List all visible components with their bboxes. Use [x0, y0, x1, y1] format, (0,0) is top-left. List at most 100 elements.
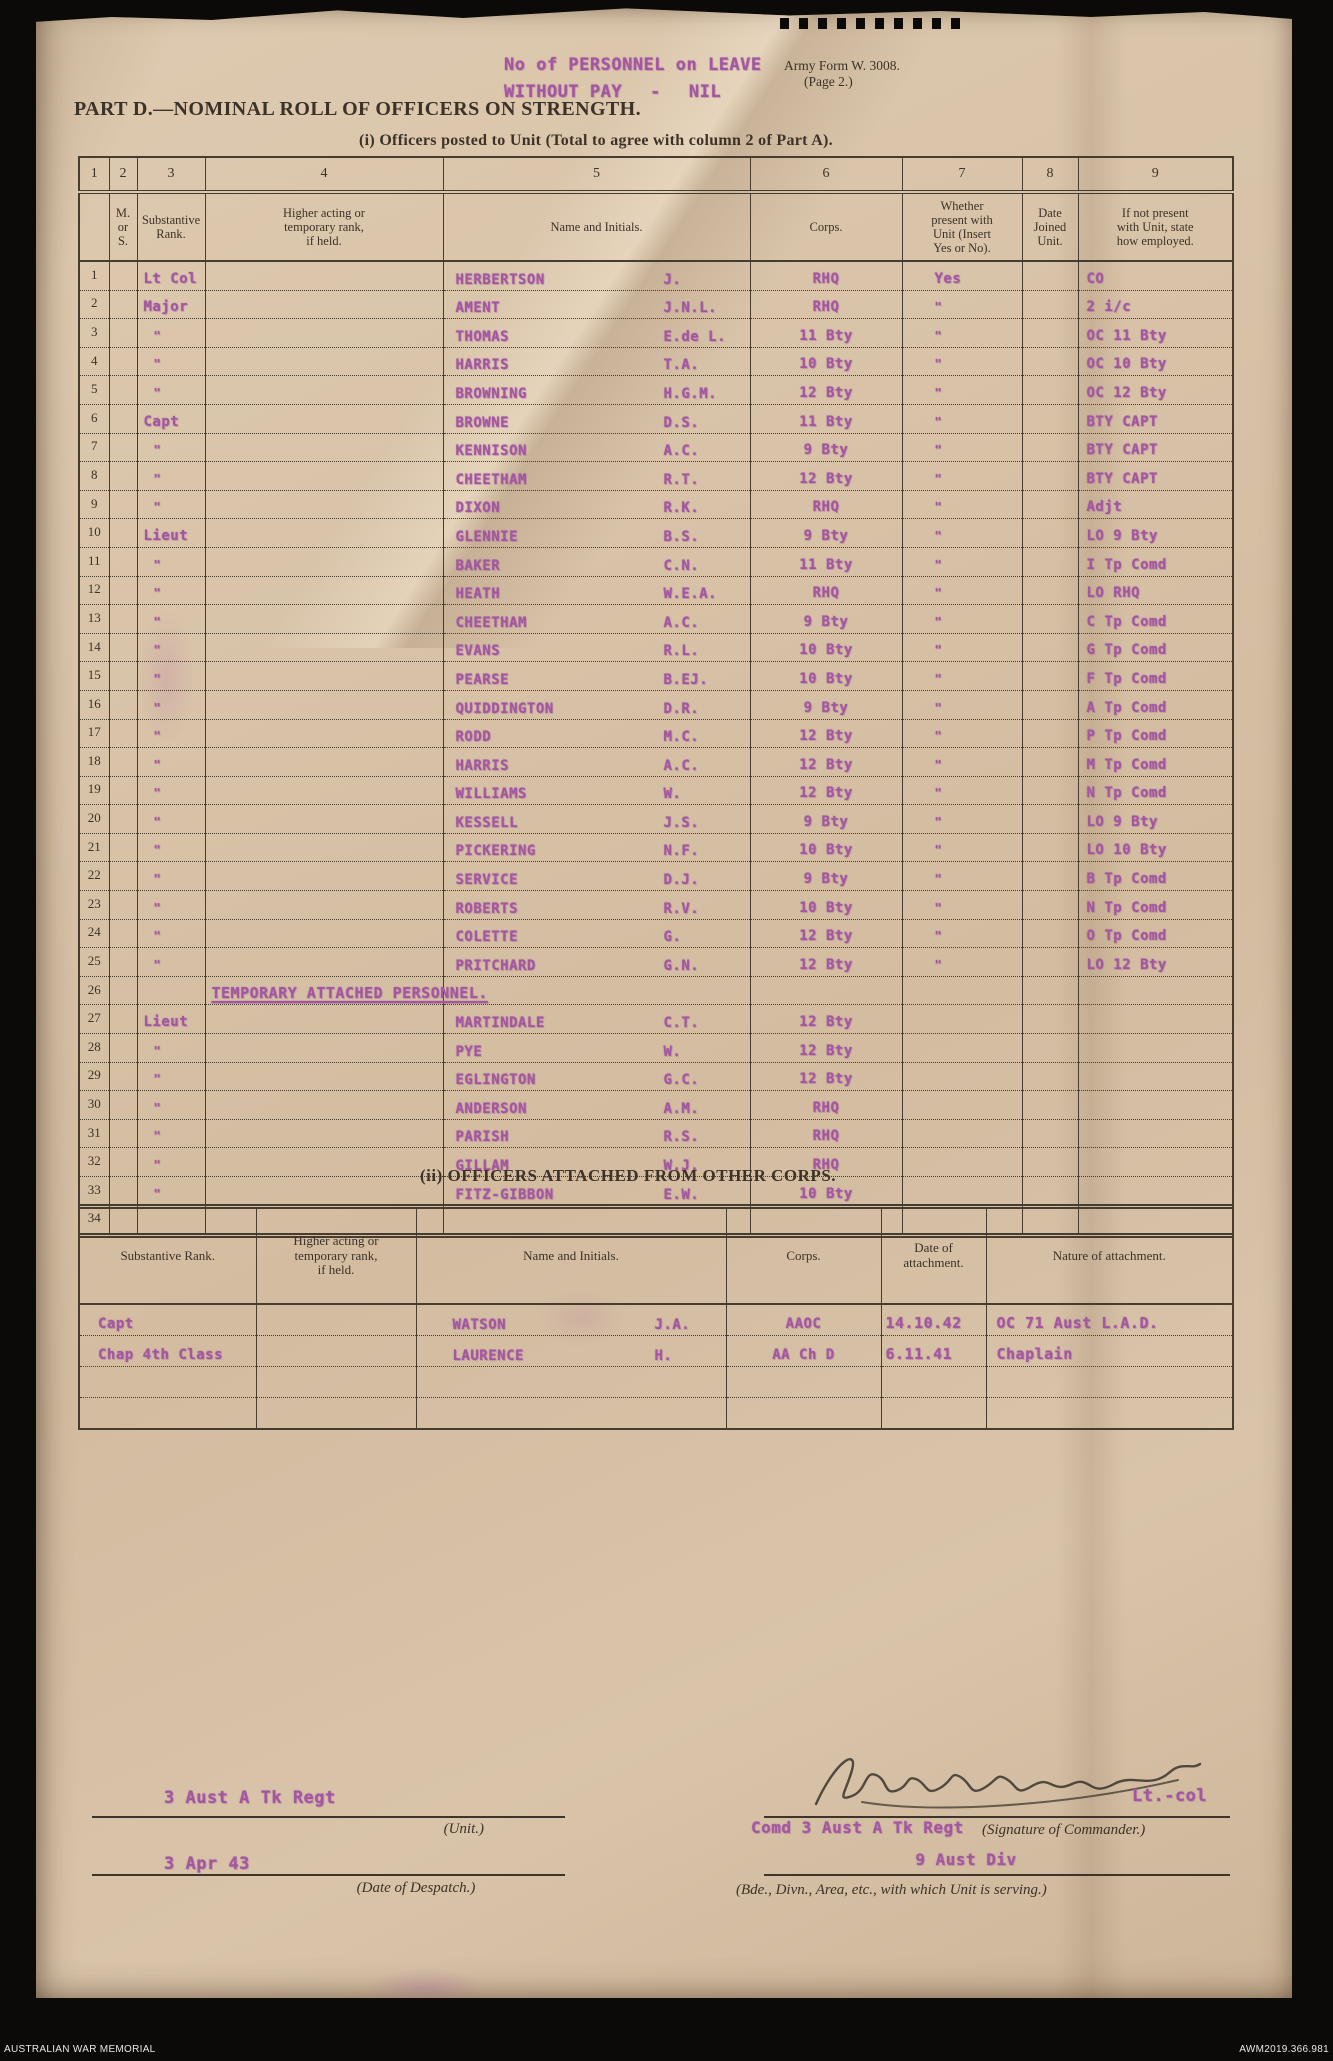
- cell-corps: 9 Bty: [749, 690, 903, 720]
- attached-row: Capt WATSON J.A. AAOC 14.10.42 OC 71 Aust L.A…: [78, 1304, 1234, 1336]
- stamped-value: ": [153, 614, 162, 629]
- cell-how-employed: [1077, 1090, 1234, 1120]
- cell-corps: 12 Bty: [749, 461, 903, 491]
- cell-corps: 9 Bty: [749, 518, 903, 548]
- cell-acting-rank: [204, 461, 444, 491]
- cell-m-or-s: [108, 1062, 138, 1092]
- cell-corps: 11 Bty: [749, 318, 903, 348]
- cell-how-employed: OC 11 Bty: [1077, 318, 1234, 348]
- cell-acting-rank: [204, 633, 444, 663]
- cell-present: ": [901, 747, 1023, 777]
- section-i-subtitle: (i) Officers posted to Unit (Total to ag…: [359, 132, 833, 149]
- stamped-value: ": [934, 586, 943, 601]
- stamped-value: 11 Bty: [799, 327, 853, 344]
- stamped-value: OC 10 Bty: [1086, 356, 1167, 373]
- cell-name-initials: [415, 1366, 727, 1398]
- cell-corps: 9 Bty: [749, 804, 903, 834]
- column-number: 1: [78, 157, 110, 194]
- stamped-value: J.A.: [654, 1317, 691, 1333]
- stamped-value: GLENNIE: [455, 528, 519, 545]
- unit-label: (Unit.): [443, 1821, 484, 1837]
- cell-nature-attachment: OC 71 Aust L.A.D.: [985, 1304, 1234, 1336]
- stamped-value: 10 Bty: [799, 356, 853, 373]
- cell-substantive-rank: ": [136, 576, 206, 606]
- cell-name-initials: PARISH R.S.: [442, 1119, 751, 1149]
- stamped-value: OC 12 Bty: [1086, 384, 1167, 401]
- stamped-value: ": [153, 443, 162, 458]
- roll-row: 7 " KENNISON A.C. 9 Bty " BTY CAPT: [78, 433, 1234, 463]
- stamped-value: F Tp Comd: [1086, 670, 1167, 687]
- cell-m-or-s: [108, 433, 138, 463]
- stamped-value: Capt: [143, 413, 180, 430]
- cell-name-initials: LAURENCE H.: [415, 1335, 727, 1367]
- cell-name-initials: CHEETHAM A.C.: [442, 604, 751, 634]
- cell-corps: RHQ: [749, 490, 903, 520]
- cell-how-employed: O Tp Comd: [1077, 919, 1234, 949]
- cell-m-or-s: [108, 261, 138, 291]
- cell-acting-rank: [204, 719, 444, 749]
- stamped-value: ": [934, 357, 943, 372]
- cell-m-or-s: [108, 318, 138, 348]
- stamped-value: A Tp Comd: [1086, 699, 1167, 716]
- column-header: [78, 192, 110, 262]
- stamped-value: WATSON: [452, 1317, 507, 1333]
- stamped-value: 9 Bty: [803, 871, 849, 888]
- cell-how-employed: G Tp Comd: [1077, 633, 1234, 663]
- cell-corps: RHQ: [749, 1090, 903, 1120]
- cell-m-or-s: [108, 375, 138, 405]
- stamped-value: ": [153, 900, 162, 915]
- stamped-value: OC 71 Aust L.A.D.: [996, 1314, 1159, 1332]
- cell-how-employed: P Tp Comd: [1077, 719, 1234, 749]
- cell-m-or-s: [108, 947, 138, 977]
- signature-line: [764, 1816, 1230, 1818]
- cell-date-attachment: 14.10.42: [880, 1304, 987, 1336]
- cell-substantive-rank: ": [136, 690, 206, 720]
- stamped-value: ": [934, 814, 943, 829]
- stamped-value: ": [153, 1100, 162, 1115]
- cell-acting-rank: [204, 690, 444, 720]
- comd-unit-stamp: Comd 3 Aust A Tk Regt: [751, 1818, 964, 1837]
- column-number: 5: [442, 157, 751, 194]
- stamped-value: C.N.: [663, 557, 700, 574]
- stamped-value: CHEETHAM: [455, 614, 527, 631]
- stamped-value: 9 Bty: [803, 613, 849, 630]
- row-number: 20: [78, 804, 110, 834]
- cell-how-employed: OC 12 Bty: [1077, 375, 1234, 405]
- cell-name-initials: BROWNING H.G.M.: [442, 375, 751, 405]
- stamped-value: COLETTE: [455, 929, 519, 946]
- cell-present: ": [901, 576, 1023, 606]
- cell-how-employed: 2 i/c: [1077, 290, 1234, 320]
- stamped-value: PICKERING: [455, 843, 536, 860]
- cell-present: ": [901, 947, 1023, 977]
- stamped-value: I Tp Comd: [1086, 556, 1167, 573]
- stamped-value: 9 Bty: [803, 442, 849, 459]
- cell-substantive-rank: Capt: [136, 404, 206, 434]
- despatch-date-stamp: 3 Apr 43: [164, 1854, 250, 1874]
- cell-how-employed: LO RHQ: [1077, 576, 1234, 606]
- cell-acting-rank: [204, 347, 444, 377]
- cell-acting-rank: [204, 1147, 444, 1177]
- roll-row: 26 TEMPORARY ATTACHED PERSONNEL.: [78, 976, 1234, 1006]
- cell-acting-rank: [204, 804, 444, 834]
- roll-row: 1 Lt Col HERBERTSON J. RHQ Yes CO: [78, 261, 1234, 291]
- column-number: 4: [204, 157, 444, 194]
- cell-how-employed: [1077, 1004, 1234, 1035]
- cell-corps: 10 Bty: [749, 1176, 903, 1206]
- stamped-value: W.E.A.: [663, 586, 718, 603]
- cell-substantive-rank: ": [136, 661, 206, 691]
- cell-acting-rank: [204, 1119, 444, 1149]
- cell-corps: 9 Bty: [749, 861, 903, 892]
- stamped-value: N Tp Comd: [1086, 785, 1167, 802]
- cell-m-or-s: [108, 604, 138, 634]
- roll-row: 15 " PEARSE B.EJ. 10 Bty " F Tp Comd: [78, 661, 1234, 691]
- cell-acting-rank: [204, 576, 444, 606]
- stamped-value: ROBERTS: [455, 900, 519, 917]
- cell-corps: RHQ: [749, 290, 903, 320]
- stamped-value: ": [153, 1043, 162, 1058]
- stamped-value: LO 12 Bty: [1086, 956, 1167, 973]
- stamped-value: ": [153, 757, 162, 772]
- stamped-value: G Tp Comd: [1086, 642, 1167, 659]
- roll-row: 32 " GILLAM W.J. RHQ: [78, 1147, 1234, 1177]
- form-name: Army Form W. 3008.: [784, 58, 900, 73]
- column-number: 6: [749, 157, 903, 194]
